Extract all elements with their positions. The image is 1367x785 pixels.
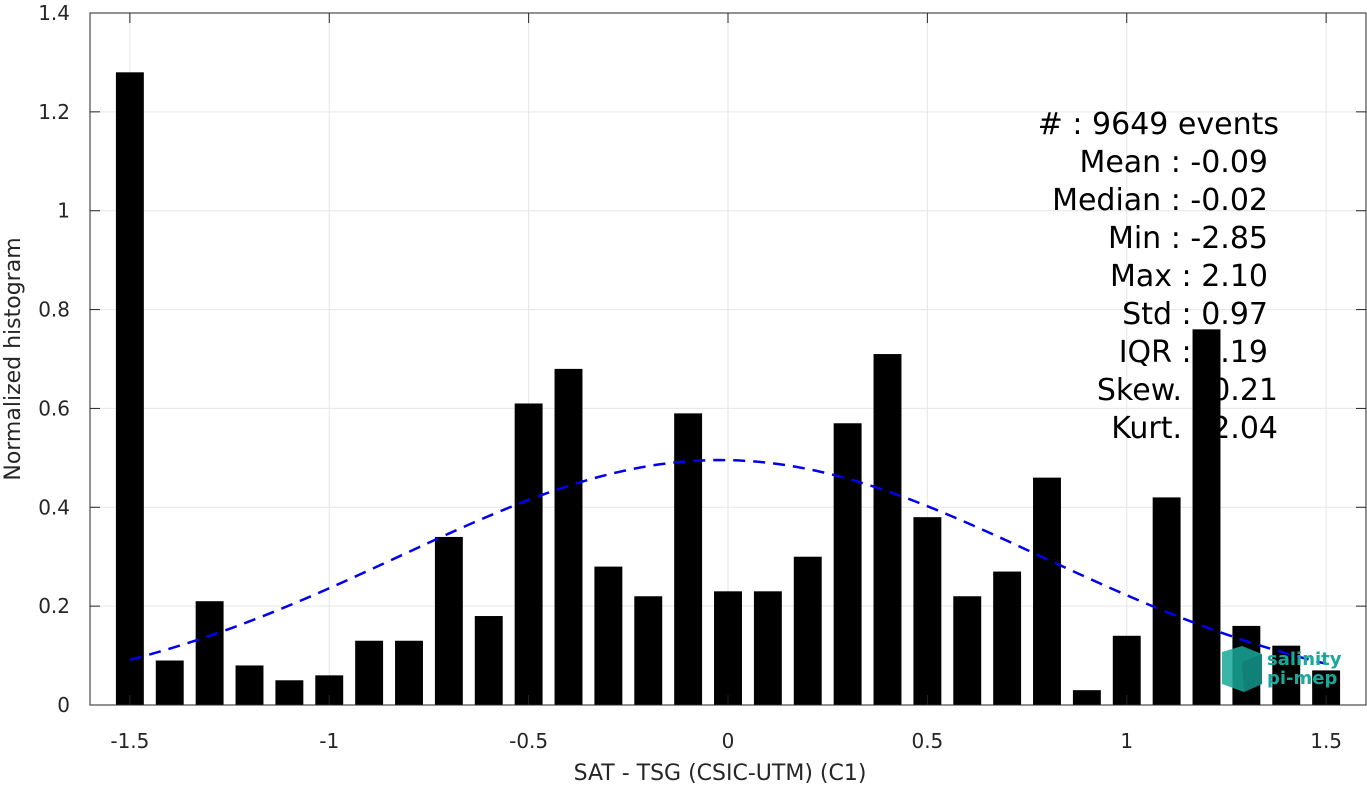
histogram-bar (155, 660, 184, 705)
histogram-bar (634, 596, 663, 705)
histogram-bar (1072, 690, 1101, 705)
stats-iqr: IQR : 1.19 (1119, 335, 1268, 370)
x-tick-label: 1.5 (1310, 729, 1342, 753)
histogram-bar (753, 591, 782, 705)
histogram-bar (1272, 645, 1301, 705)
stats-skew: Skew. : 0.21 (1097, 373, 1278, 408)
histogram-bar (793, 556, 822, 705)
y-tick-label: 0.8 (38, 298, 70, 322)
histogram-bar (235, 665, 264, 705)
y-tick-label: 0 (57, 693, 70, 717)
x-tick-label: -1 (319, 729, 339, 753)
histogram-bar (514, 403, 543, 705)
histogram-bar (355, 640, 384, 705)
histogram-bar (1033, 477, 1061, 705)
histogram-bar (1112, 635, 1141, 705)
salinity-pimep-logo: salinity pi-mep (1222, 646, 1342, 692)
histogram-bar (275, 680, 304, 705)
histogram-bar (434, 536, 463, 705)
histogram-bar (474, 616, 503, 705)
y-axis-title: Normalized histogram (1, 237, 26, 480)
histogram-bar (1152, 497, 1181, 705)
stats-max: Max : 2.10 (1110, 259, 1268, 294)
y-tick-label: 1.2 (38, 100, 70, 124)
x-tick-label: 1 (1120, 729, 1133, 753)
stats-annotation: # : 9649 events Mean : -0.09 Median : -0… (1038, 107, 1279, 446)
histogram-bar (674, 413, 703, 705)
stats-kurt: Kurt. : 2.04 (1111, 411, 1278, 446)
histogram-bar (594, 566, 623, 705)
histogram-bar (913, 517, 942, 705)
y-tick-label: 0.2 (38, 594, 70, 618)
x-tick-label: -1.5 (110, 729, 149, 753)
histogram-bar (714, 591, 742, 705)
y-tick-label: 0.6 (38, 396, 70, 420)
x-axis-title: SAT - TSG (CSIC-UTM) (C1) (574, 761, 867, 785)
stats-min: Min : -2.85 (1108, 221, 1268, 256)
y-tick-label: 1 (57, 199, 70, 223)
histogram-bar (115, 72, 144, 706)
y-axis-ticks: 0 0.2 0.4 0.6 0.8 1 1.2 1.4 (38, 1, 1366, 717)
histogram-bar (953, 596, 982, 705)
logo-cube-shade (1242, 654, 1262, 692)
histogram-bar (833, 423, 862, 705)
histogram-bar (993, 571, 1022, 705)
x-tick-label: -0.5 (509, 729, 548, 753)
histogram-bars (115, 72, 1341, 706)
histogram-bar (554, 368, 583, 705)
histogram-bar (873, 354, 902, 705)
logo-line2: pi-mep (1267, 668, 1337, 689)
x-axis-ticks: -1.5 -1 -0.5 0 0.5 1 1.5 (110, 13, 1342, 753)
stats-std: Std : 0.97 (1122, 297, 1268, 332)
stats-events: # : 9649 events (1038, 107, 1279, 142)
x-tick-label: 0.5 (911, 729, 943, 753)
y-tick-label: 1.4 (38, 1, 70, 25)
histogram-bar (1192, 329, 1221, 705)
stats-mean: Mean : -0.09 (1079, 145, 1268, 180)
y-tick-label: 0.4 (38, 495, 70, 519)
logo-line1: salinity (1267, 649, 1342, 670)
stats-median: Median : -0.02 (1052, 183, 1268, 218)
histogram-bar (395, 640, 423, 705)
histogram-bar (195, 601, 224, 705)
x-tick-label: 0 (722, 729, 735, 753)
